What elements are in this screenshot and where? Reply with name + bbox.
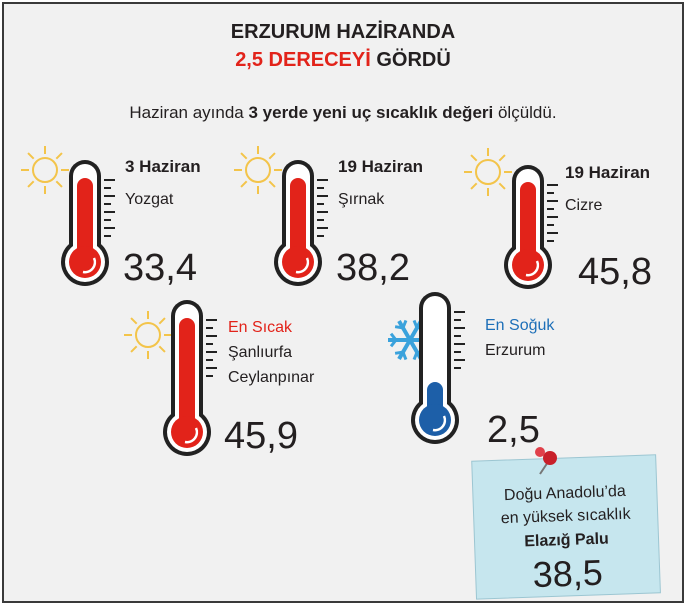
mercury bbox=[179, 318, 195, 432]
subtitle-bold: 3 yerde yeni uç sıcaklık değeri bbox=[248, 103, 493, 122]
record-date: 3 Haziran bbox=[125, 157, 201, 176]
note-value: 38,5 bbox=[532, 552, 603, 595]
hottest-place: Ceylanpınar bbox=[228, 369, 315, 386]
coldest-label: En Soğuk bbox=[485, 317, 555, 334]
hottest-label: En Sıcak bbox=[228, 319, 293, 336]
note-place: Elazığ Palu bbox=[524, 530, 609, 550]
record-date: 19 Haziran bbox=[338, 157, 423, 176]
record-value: 38,2 bbox=[336, 247, 410, 289]
record-value: 45,8 bbox=[578, 251, 652, 293]
subtitle: Haziran ayında 3 yerde yeni uç sıcaklık … bbox=[129, 103, 556, 122]
title-line2: 2,5 DERECEYİ GÖRDÜ bbox=[235, 48, 451, 71]
hottest-value: 45,9 bbox=[224, 415, 298, 457]
record-place: Yozgat bbox=[125, 191, 174, 208]
coldest-place: Erzurum bbox=[485, 342, 545, 359]
record-place: Cizre bbox=[565, 197, 602, 214]
hottest-place: Şanlıurfa bbox=[228, 344, 292, 361]
subtitle-after: ölçüldü. bbox=[498, 103, 557, 122]
title-black: GÖRDÜ bbox=[376, 48, 450, 71]
title-red: 2,5 DERECEYİ bbox=[235, 48, 371, 71]
record-place: Şırnak bbox=[338, 191, 385, 208]
coldest-value: 2,5 bbox=[487, 409, 540, 451]
record-value: 33,4 bbox=[123, 247, 197, 289]
flake-branch bbox=[395, 352, 403, 353]
infographic: ERZURUM HAZİRANDA 2,5 DERECEYİ GÖRDÜ Haz… bbox=[0, 0, 687, 606]
record-date: 19 Haziran bbox=[565, 163, 650, 182]
sticky-note: Doğu Anadolu’da en yüksek sıcaklık Elazı… bbox=[472, 455, 661, 599]
subtitle-before: Haziran ayında bbox=[129, 103, 244, 122]
title-line1: ERZURUM HAZİRANDA bbox=[231, 20, 455, 43]
